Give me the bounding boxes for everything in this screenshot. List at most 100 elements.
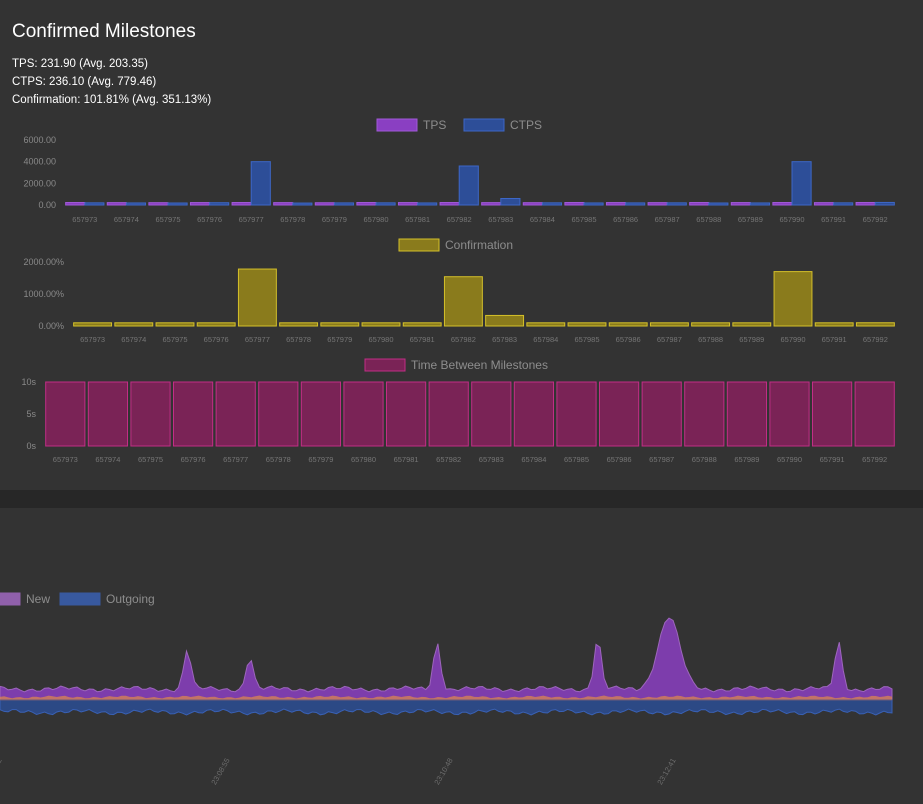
bar-tps <box>314 202 335 206</box>
bar-ctps <box>583 202 604 206</box>
x-tick-label: 657992 <box>863 215 888 224</box>
bar-tps <box>730 202 751 206</box>
bar-time-between-milestones <box>386 381 427 447</box>
x-tick-label: 657983 <box>492 335 517 344</box>
bar-confirmation <box>485 314 525 327</box>
legend-swatch <box>398 238 440 252</box>
bar-confirmation <box>320 322 360 327</box>
bar-ctps <box>791 161 812 206</box>
bar-ctps <box>292 202 313 206</box>
x-tick-label: 657975 <box>162 335 187 344</box>
bar-confirmation <box>279 322 319 327</box>
bar-time-between-milestones <box>215 381 256 447</box>
legend-swatch <box>59 592 101 606</box>
x-tick-label: 657991 <box>821 215 846 224</box>
y-tick-label: 4000.00 <box>23 157 56 167</box>
x-tick-label: 657982 <box>447 215 472 224</box>
x-tick-label: 657977 <box>223 455 248 464</box>
bar-confirmation <box>114 322 154 327</box>
y-tick-label: 0.00 <box>38 200 56 210</box>
legend-label: Time Between Milestones <box>411 358 548 372</box>
x-tick-label: 657990 <box>777 455 802 464</box>
x-tick-label: 657973 <box>53 455 78 464</box>
x-tick-label: 657973 <box>80 335 105 344</box>
bar-confirmation <box>732 322 772 327</box>
x-tick-label: 657991 <box>822 335 847 344</box>
bar-tps <box>772 202 793 206</box>
area-new <box>0 617 893 701</box>
x-tick-label: 23:08:55 <box>209 757 231 787</box>
bar-tps <box>189 202 211 206</box>
x-tick-label: 657973 <box>72 215 97 224</box>
x-tick-label: 657976 <box>204 335 229 344</box>
x-tick-label: 657987 <box>657 335 682 344</box>
bar-ctps <box>125 202 147 206</box>
bar-ctps <box>666 202 687 206</box>
bar-ctps <box>874 201 895 206</box>
legend-label: Confirmation <box>445 238 513 252</box>
x-tick-label: 657989 <box>734 455 759 464</box>
tps-stream-panel <box>0 508 923 804</box>
legend-swatch <box>376 118 418 132</box>
x-tick-label: 657987 <box>649 455 674 464</box>
area-outgoing <box>0 699 893 716</box>
x-tick-label: 657974 <box>95 455 120 464</box>
bar-ctps <box>625 202 646 206</box>
x-tick-label: 657992 <box>862 455 887 464</box>
bar-confirmation <box>402 322 442 327</box>
bar-confirmation <box>855 322 895 327</box>
bar-ctps <box>749 202 771 206</box>
bar-ctps <box>541 202 563 206</box>
x-tick-label: 657981 <box>394 455 419 464</box>
bar-ctps <box>333 202 355 206</box>
bar-tps <box>397 202 419 206</box>
x-tick-label: 657978 <box>280 215 305 224</box>
legend-swatch <box>463 118 505 132</box>
bar-time-between-milestones <box>641 381 682 447</box>
x-tick-label: 657983 <box>479 455 504 464</box>
bar-time-between-milestones <box>45 381 86 447</box>
x-tick-label: 657988 <box>692 455 717 464</box>
bar-confirmation <box>649 322 689 327</box>
bar-tps <box>647 202 668 206</box>
bar-tps <box>65 202 86 206</box>
bar-ctps <box>84 202 105 206</box>
bar-time-between-milestones <box>599 381 640 447</box>
bar-time-between-milestones <box>87 381 128 447</box>
bar-time-between-milestones <box>300 381 341 447</box>
bar-tps <box>148 202 169 206</box>
y-tick-label: 0s <box>26 441 36 451</box>
y-tick-label: 0.00% <box>38 321 64 331</box>
y-tick-label: 10s <box>21 377 36 387</box>
x-tick-label: 23:12:41 <box>655 757 677 787</box>
bar-time-between-milestones <box>428 381 469 447</box>
bar-time-between-milestones <box>130 381 171 447</box>
bar-confirmation <box>155 322 195 327</box>
x-tick-label: 657990 <box>780 335 805 344</box>
legend-label: CTPS <box>510 118 542 132</box>
x-tick-label: 657985 <box>564 455 589 464</box>
bar-tps <box>273 202 294 206</box>
x-tick-label: 657978 <box>266 455 291 464</box>
bar-tps <box>813 202 835 206</box>
x-tick-label: 657988 <box>698 335 723 344</box>
x-tick-label: 657978 <box>286 335 311 344</box>
x-tick-label: 657976 <box>181 455 206 464</box>
bar-time-between-milestones <box>854 381 895 447</box>
y-tick-label: 6000.00 <box>23 135 56 145</box>
x-tick-label: 2 <box>0 757 4 765</box>
bar-time-between-milestones <box>343 381 384 447</box>
bar-confirmation <box>526 322 566 327</box>
x-tick-label: 657982 <box>436 455 461 464</box>
legend-swatch <box>364 358 406 372</box>
tps-stat: TPS: 231.90 (Avg. 203.35) <box>12 58 148 70</box>
legend-label: Outgoing <box>106 592 155 606</box>
bar-time-between-milestones <box>769 381 810 447</box>
bar-tps <box>689 202 710 206</box>
bar-confirmation <box>567 322 607 327</box>
bar-ctps <box>500 198 521 206</box>
bar-ctps <box>458 165 479 206</box>
bar-confirmation <box>237 268 277 327</box>
bar-ctps <box>375 202 396 206</box>
x-tick-label: 657983 <box>488 215 513 224</box>
